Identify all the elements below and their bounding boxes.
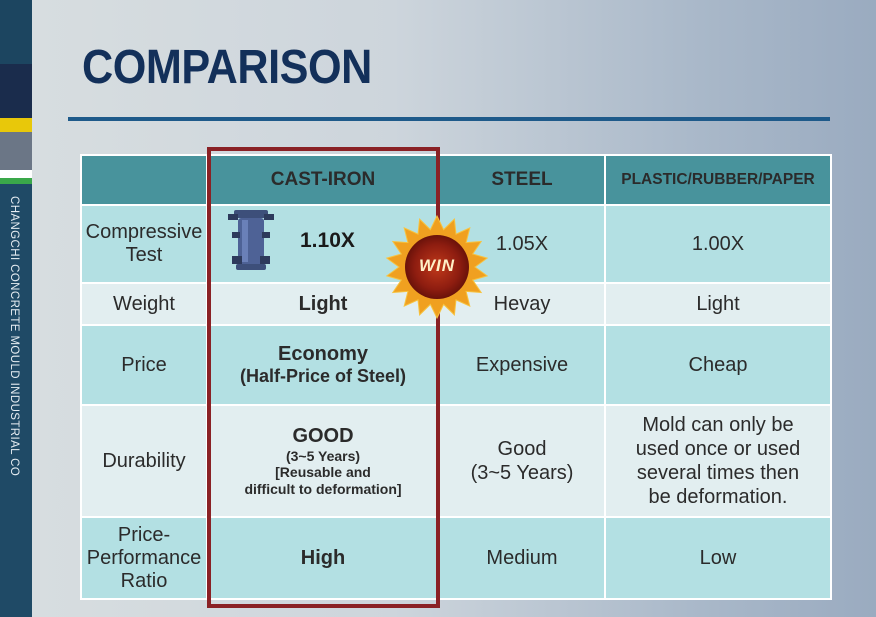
plastic-durability-4: be deformation. [648,486,788,508]
table-row: Price Economy (Half-Price of Steel) Expe… [80,324,832,406]
cast-iron-durability-years: (3~5 Years) [285,448,361,465]
cell-plastic: Low [604,516,832,600]
row-label-text: Compressive Test [85,221,203,266]
sidebar-stripe [0,178,32,184]
cell-plastic: Light [604,282,832,326]
plastic-durability-2: used once or used [635,438,801,460]
sidebar-stripe [0,132,32,170]
plastic-durability-1: Mold can only be [642,414,794,436]
cast-iron-compressive-value: 1.10X [300,229,355,252]
row-label-line1: Price- [117,523,171,546]
cell-steel: Expensive [438,324,606,406]
title-underline [68,117,830,121]
cell-plastic: Cheap [604,324,832,406]
plastic-durability-3: several times then [636,462,800,484]
cell-cast-iron: High [206,516,440,600]
steel-durability-years: (3~5 Years) [470,462,574,484]
row-label: Price [80,324,208,406]
cell-cast-iron: Economy (Half-Price of Steel) [206,324,440,406]
win-badge-text: WIN [418,256,456,275]
table-row: Durability GOOD (3~5 Years) [Reusable an… [80,404,832,518]
cell-steel: Good (3~5 Years) [438,404,606,518]
row-label-line3: Ratio [120,569,168,592]
sidebar-stripe [0,0,32,64]
left-brand-sidebar: CHANGCHI CONCRETE MOULD INDUSTRIAL CO [0,0,32,617]
cast-iron-price-note: (Half-Price of Steel) [239,366,407,387]
steel-durability-main: Good [497,438,547,460]
cast-iron-durability-main: GOOD [292,425,354,448]
sidebar-stripe [0,64,32,118]
win-starburst-badge [385,215,489,319]
header-cast-iron: CAST-IRON [206,154,440,206]
cast-iron-durability-note1: [Reusable and [275,464,371,481]
header-steel: STEEL [438,154,606,206]
company-name-vertical: CHANGCHI CONCRETE MOULD INDUSTRIAL CO [8,196,20,477]
row-label: Price- Performance Ratio [80,516,208,600]
page-title: COMPARISON [82,41,372,94]
table-row: Price- Performance Ratio High Medium Low [80,516,832,600]
sidebar-stripe [0,170,32,178]
cell-cast-iron: GOOD (3~5 Years) [Reusable and difficult… [206,404,440,518]
cast-iron-price-main: Economy [277,343,369,366]
row-label: Weight [80,282,208,326]
cast-iron-durability-note2: difficult to deformation] [244,480,402,497]
cell-plastic: 1.00X [604,204,832,284]
cell-plastic: Mold can only be used once or used sever… [604,404,832,518]
row-label-line2: Performance [86,546,202,569]
row-label: Durability [80,404,208,518]
header-plastic: PLASTIC/RUBBER/PAPER [604,154,832,206]
comparison-table: CAST-IRON STEEL PLASTIC/RUBBER/PAPER Com… [80,154,832,600]
cast-iron-mould-icon [228,210,274,270]
sidebar-stripe [0,118,32,132]
row-label: Compressive Test [80,204,208,284]
table-row: Weight Light Hevay Light [80,282,832,326]
cell-steel: Medium [438,516,606,600]
header-blank [80,154,208,206]
